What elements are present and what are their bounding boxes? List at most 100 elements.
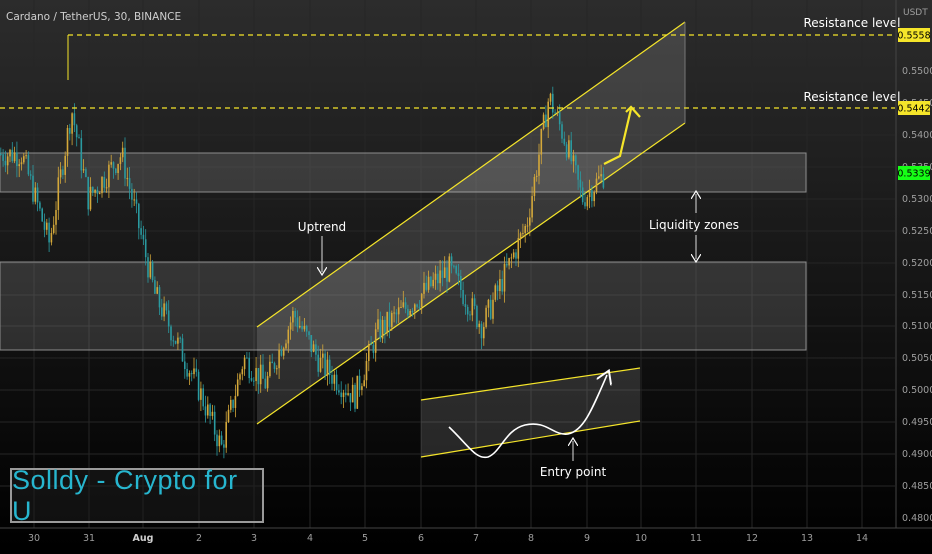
candle-body — [462, 290, 464, 305]
candle-body — [94, 189, 96, 193]
projection-path — [603, 108, 633, 165]
candle-body — [358, 375, 361, 390]
candle-body — [126, 178, 129, 180]
time-tick: 11 — [690, 533, 702, 544]
candle-body — [27, 155, 30, 175]
candle-body — [62, 169, 64, 175]
candle-body — [598, 176, 600, 179]
candle-body — [75, 125, 78, 138]
candle-body — [558, 112, 561, 125]
candle-body — [273, 363, 276, 369]
candle-body — [202, 388, 204, 407]
candle-body — [407, 308, 409, 316]
candle-body — [184, 361, 186, 370]
candle-body — [579, 179, 582, 188]
candle-body — [282, 348, 285, 356]
candle-body — [533, 176, 536, 197]
candle-body — [103, 176, 106, 188]
candle-body — [515, 252, 517, 259]
chart-grid — [0, 0, 895, 528]
candle-body — [190, 373, 193, 375]
candle-body — [46, 222, 48, 230]
candle-body — [349, 393, 352, 403]
candle-body — [586, 197, 589, 207]
channel-lower-line — [256, 122, 686, 425]
candle-body — [177, 337, 179, 344]
candle-body — [124, 147, 126, 179]
candle-body — [209, 404, 211, 416]
candle-body — [338, 390, 340, 393]
candle-body — [287, 329, 290, 344]
candle-body — [241, 369, 244, 375]
entry-illustration-lower — [420, 420, 641, 458]
candle-body — [188, 373, 191, 377]
candle-body — [588, 190, 591, 198]
candle-body — [101, 176, 103, 194]
candle-body — [82, 169, 85, 171]
candle-body — [87, 176, 89, 210]
time-tick: 8 — [528, 533, 534, 544]
candle-body — [315, 344, 317, 355]
candle-body — [409, 310, 411, 316]
price-badge-text: 0.5339 — [897, 169, 930, 180]
candle-body — [213, 411, 216, 435]
price-tick: 0.5250 — [902, 226, 932, 237]
candle-body — [460, 276, 462, 291]
candle-body — [450, 256, 453, 266]
channel-upper-line — [256, 21, 686, 328]
candle-body — [508, 258, 510, 266]
candle-body — [154, 280, 156, 294]
candle-body — [163, 303, 165, 317]
candle-body — [266, 376, 269, 389]
candle-body — [411, 310, 414, 312]
price-tick: 0.5500 — [902, 66, 932, 77]
candle-body — [301, 326, 303, 330]
candle-body — [386, 311, 388, 333]
time-tick: 3 — [251, 533, 257, 544]
candle-body — [529, 217, 531, 226]
time-tick: Aug — [133, 533, 154, 544]
candle-body — [496, 285, 499, 292]
candle-body — [466, 307, 469, 315]
candle-body — [540, 128, 543, 155]
candle-body — [112, 162, 115, 169]
candle-body — [25, 155, 27, 157]
price-tick: 0.5150 — [902, 290, 932, 301]
candle-body — [271, 361, 273, 364]
candle-body — [18, 164, 20, 167]
candle-body — [455, 266, 457, 274]
candle-body — [423, 282, 425, 294]
candle-body — [501, 278, 503, 292]
candle-body — [485, 307, 487, 327]
candle-body — [381, 319, 384, 339]
candle-body — [563, 138, 566, 145]
watermark-text: Solldy - Crypto for U — [12, 464, 238, 526]
candle-body — [326, 359, 329, 376]
candle-body — [57, 177, 60, 211]
candle-body — [50, 232, 53, 243]
candle-body — [512, 252, 515, 258]
candle-body — [193, 368, 195, 375]
candle-body — [395, 312, 398, 315]
resistance-label-top: Resistance level — [803, 16, 900, 30]
candle-body — [457, 273, 460, 277]
candle-body — [361, 386, 363, 390]
candle-body — [446, 267, 448, 282]
candle-body — [211, 411, 214, 416]
candle-body — [195, 368, 198, 372]
candle-body — [542, 114, 545, 129]
candle-body — [223, 444, 225, 448]
candle-body — [600, 174, 602, 177]
candle-body — [225, 422, 227, 448]
candle-body — [531, 196, 533, 218]
candle-body — [391, 312, 393, 327]
candle-body — [285, 343, 287, 349]
candle-body — [179, 337, 181, 339]
candle-body — [335, 374, 338, 391]
candle-body — [36, 187, 39, 203]
candle-body — [591, 190, 593, 202]
candle-body — [133, 199, 135, 201]
candle-body — [554, 112, 556, 114]
candle-body — [374, 329, 377, 353]
candle-body — [259, 364, 262, 385]
